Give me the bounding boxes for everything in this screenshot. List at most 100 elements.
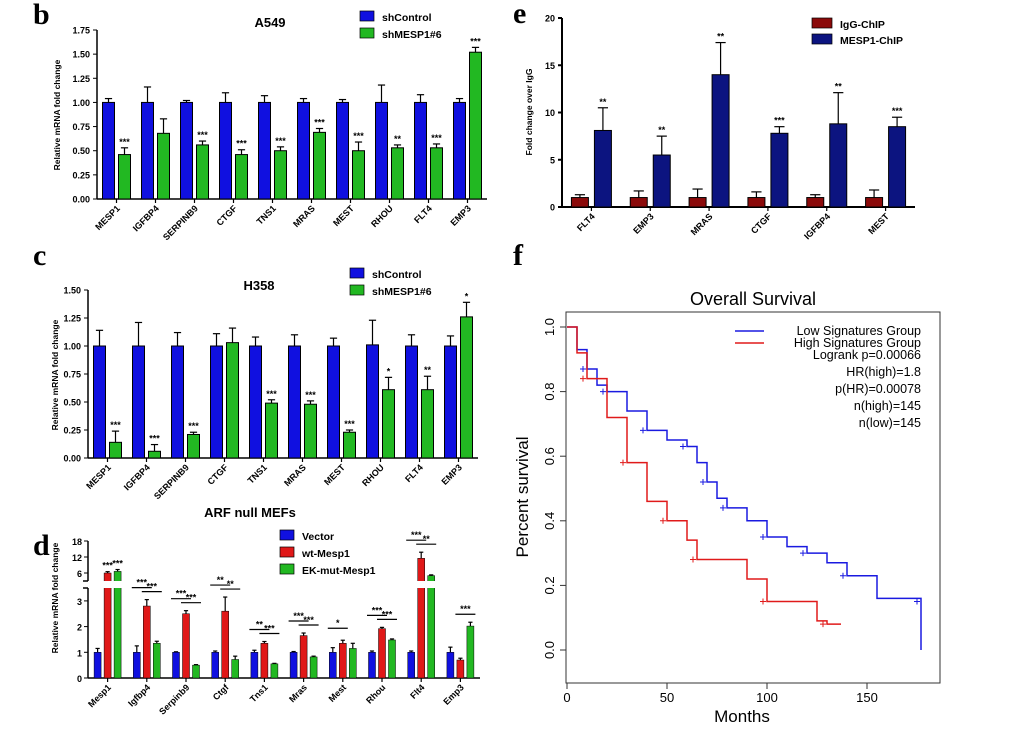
axis-break-gap <box>103 581 113 588</box>
legend-swatch <box>279 529 295 541</box>
chart-title: ARF null MEFs <box>204 505 296 520</box>
bar-c-shmesp16 <box>226 342 239 459</box>
y-tick-label: 1 <box>77 648 82 658</box>
x-tick-label: FLT4 <box>575 211 597 233</box>
x-tick-label: SERPINB9 <box>152 462 191 501</box>
bar-d-ekmutmesp1 <box>231 659 239 679</box>
legend-label: Low Signatures Group <box>797 324 921 338</box>
x-tick-label: MESP1 <box>84 462 113 491</box>
bar-c-shcontrol <box>327 345 340 459</box>
y-tick-label: 0.25 <box>63 426 81 436</box>
y-tick-label: 3 <box>77 597 82 607</box>
y-tick-label: 0.75 <box>63 370 81 380</box>
y-tick-label: 0.2 <box>542 576 557 594</box>
x-tick-label: CTGF <box>749 211 774 236</box>
legend-label: Vector <box>302 531 334 543</box>
bar-e-mesp1chip <box>593 129 612 208</box>
x-tick-label: IGFBP4 <box>802 211 832 241</box>
y-tick-label: 20 <box>545 14 555 24</box>
chart-title: H358 <box>243 278 274 293</box>
bar-b-shcontrol <box>141 101 154 200</box>
axis-break-gap <box>113 581 123 588</box>
bar-e-iggchip <box>865 197 884 208</box>
bar-b-shmesp16 <box>469 51 482 200</box>
x-tick-label: EMP3 <box>631 211 655 235</box>
comparison-label: *** <box>186 593 197 603</box>
bar-e-mesp1chip <box>829 123 848 208</box>
comparison-label: ** <box>256 620 264 630</box>
bar-c-shcontrol <box>288 345 301 459</box>
significance-label: *** <box>353 131 364 141</box>
bar-b-shcontrol <box>375 101 388 200</box>
x-tick-label: Mest <box>327 682 349 704</box>
significance-label: *** <box>314 118 325 128</box>
bar-b-shmesp16 <box>157 132 170 200</box>
x-tick-label: Mesp1 <box>86 682 113 709</box>
bar-d-vector <box>446 652 455 679</box>
bar-c-shcontrol <box>444 345 457 459</box>
y-tick-label: 5 <box>550 155 555 165</box>
x-tick-label: CTGF <box>206 462 231 487</box>
censor-mark <box>640 427 646 434</box>
x-tick-label: 50 <box>660 690 674 705</box>
significance-label: *** <box>110 420 121 430</box>
y-tick-label: 12 <box>72 553 82 563</box>
legend-label: shControl <box>382 12 432 24</box>
significance-label: * <box>387 366 391 376</box>
x-tick-label: TNS1 <box>246 462 269 485</box>
y-tick-label: 2 <box>77 623 82 633</box>
bar-d-wtmesp1 <box>456 659 465 679</box>
bar-b-shcontrol <box>336 101 349 200</box>
bar-c-shcontrol <box>366 344 379 459</box>
survival-stat: Logrank p=0.00066 <box>813 348 921 362</box>
significance-label: *** <box>197 130 208 140</box>
y-axis-label: Percent survival <box>513 437 532 558</box>
bar-c-shmesp16 <box>109 441 122 459</box>
bar-d-ekmutmesp1 <box>153 643 161 679</box>
bar-b-shcontrol <box>219 101 232 200</box>
x-tick-label: Rhou <box>364 682 387 705</box>
x-tick-label: 150 <box>856 690 878 705</box>
chart-title: Overall Survival <box>690 289 816 309</box>
bar-e-iggchip <box>629 197 648 208</box>
significance-label: *** <box>774 116 785 126</box>
legend-swatch <box>359 10 375 22</box>
comparison-label: *** <box>382 609 393 619</box>
legend-label: IgG-ChIP <box>840 19 885 31</box>
y-tick-label: 1.50 <box>63 286 81 296</box>
bar-b-shmesp16 <box>313 131 326 200</box>
comparison-label: *** <box>303 615 314 625</box>
x-tick-label: MEST <box>322 462 347 487</box>
legend-label: EK-mut-Mesp1 <box>302 565 376 577</box>
bar-e-iggchip <box>570 197 589 208</box>
bar-d-ekmutmesp1 <box>466 625 475 679</box>
significance-label: *** <box>266 389 277 399</box>
bar-d-ekmutmesp1 <box>113 571 122 679</box>
significance-label: *** <box>102 561 113 571</box>
x-tick-label: MEST <box>331 203 356 228</box>
y-tick-label: 1.00 <box>72 98 90 108</box>
y-tick-label: 0.6 <box>542 447 557 465</box>
x-tick-label: RHOU <box>360 462 386 488</box>
censor-mark <box>600 388 606 395</box>
comparison-label: ** <box>217 575 225 585</box>
y-tick-label: 0 <box>550 203 555 213</box>
bar-e-iggchip <box>747 197 766 208</box>
bar-c-shcontrol <box>210 345 223 459</box>
y-tick-label: 0.00 <box>63 454 81 464</box>
x-tick-label: EMP3 <box>440 462 464 486</box>
x-tick-label: MESP1 <box>93 203 122 232</box>
bar-b-shmesp16 <box>274 150 287 200</box>
survival-curve-high <box>567 326 841 625</box>
x-tick-label: 0 <box>563 690 570 705</box>
censor-mark <box>700 479 706 486</box>
comparison-label: *** <box>293 611 304 621</box>
legend-label: shMESP1#6 <box>372 286 432 298</box>
bar-d-vector <box>368 652 376 679</box>
significance-label: ** <box>658 125 666 135</box>
x-tick-label: MRAS <box>689 211 715 237</box>
chart-title: A549 <box>254 15 285 30</box>
bar-c-shmesp16 <box>421 389 434 459</box>
significance-label: ** <box>394 134 402 144</box>
